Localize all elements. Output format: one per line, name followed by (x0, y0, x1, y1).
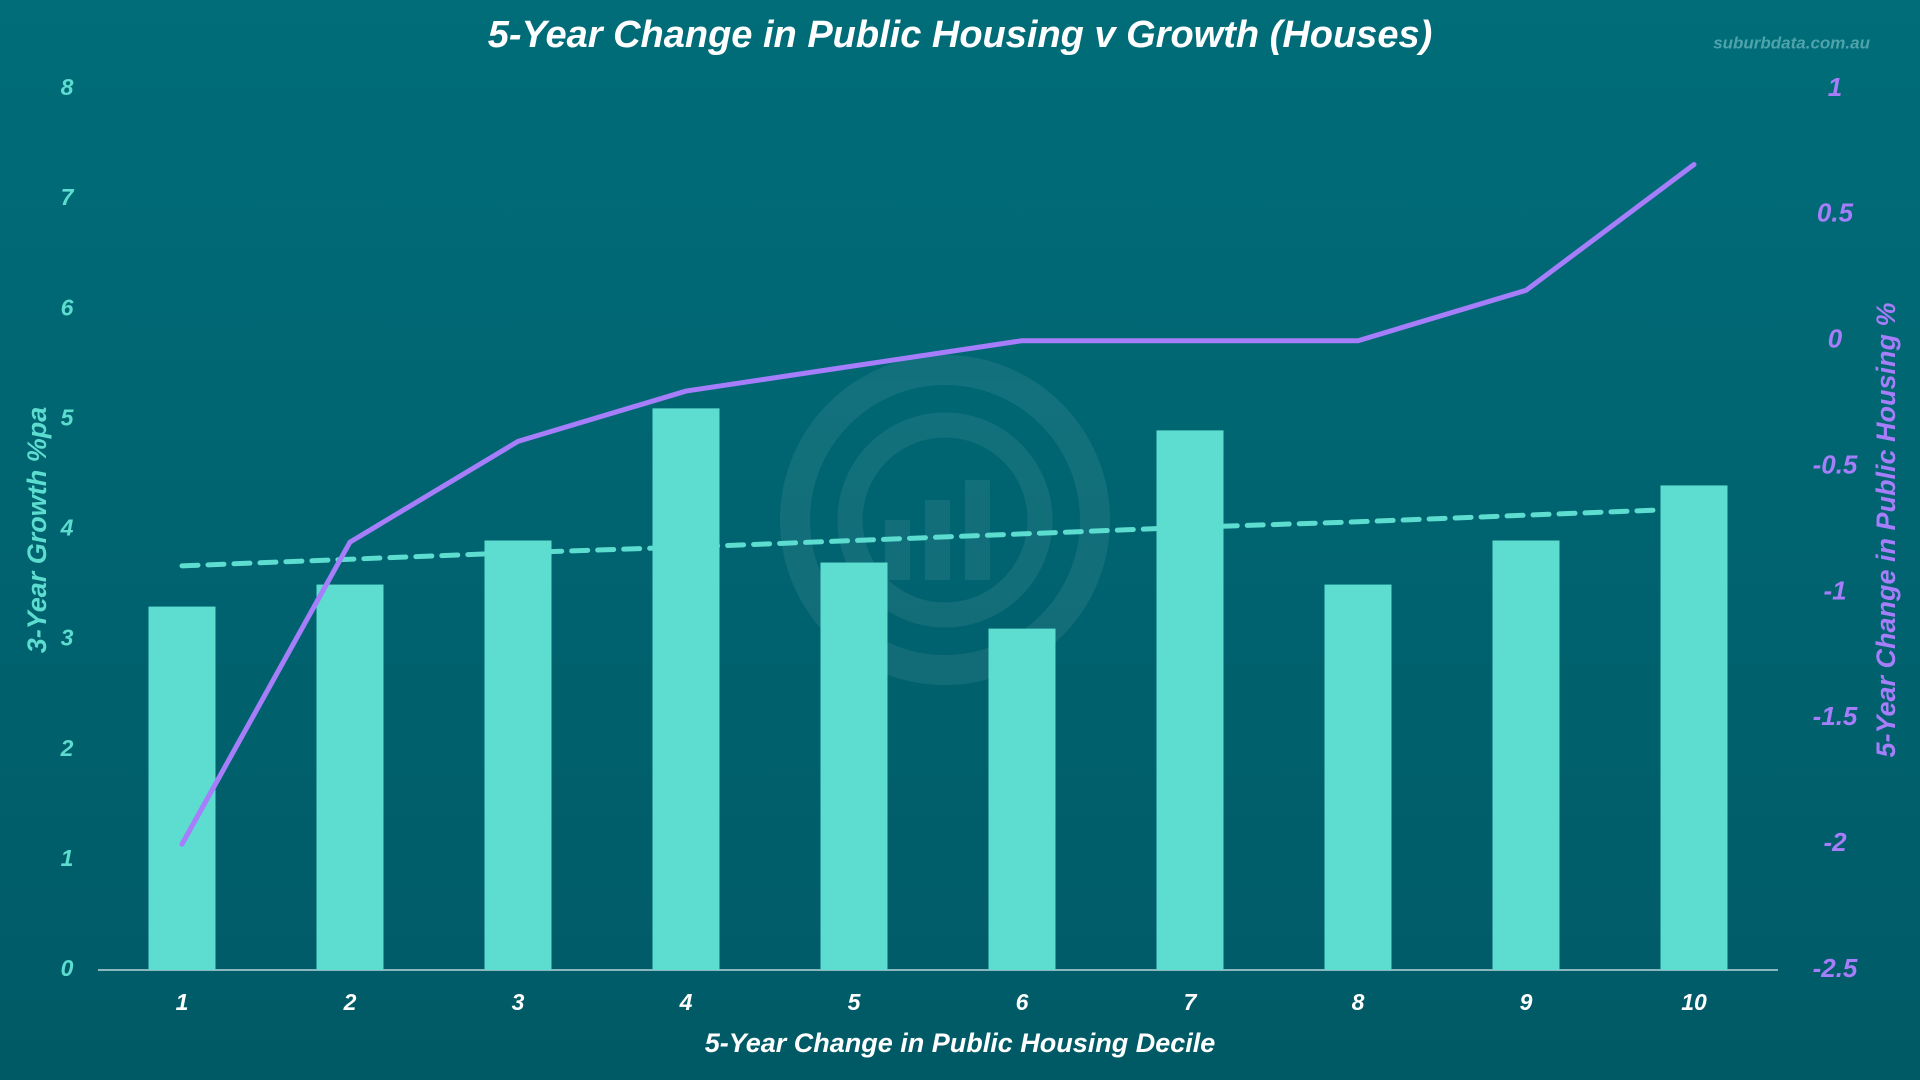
x-tick-label: 9 (1520, 989, 1533, 1015)
bar (148, 606, 216, 970)
bar (484, 540, 552, 970)
chart-title: 5-Year Change in Public Housing v Growth… (488, 14, 1433, 56)
y2-axis-title: 5-Year Change in Public Housing % (1871, 302, 1901, 757)
trendline (179, 506, 1697, 569)
y-tick-label: 8 (61, 74, 74, 100)
bar (316, 584, 384, 970)
x-tick-label: 2 (343, 989, 357, 1015)
y2-tick-label: -1 (1823, 575, 1846, 605)
y-tick-label: 3 (61, 625, 74, 651)
y2-tick-label: 1 (1828, 72, 1842, 102)
x-tick-label: 7 (1184, 989, 1198, 1015)
watermark: suburbdata.com.au (1713, 33, 1870, 52)
x-tick-label: 6 (1016, 989, 1029, 1015)
x-tick-label: 1 (176, 989, 189, 1015)
y-tick-label: 2 (60, 735, 74, 761)
y2-tick-label: -1.5 (1813, 701, 1858, 731)
bar (1492, 540, 1560, 970)
bar (1324, 584, 1392, 970)
y2-tick-label: 0.5 (1817, 198, 1854, 228)
x-tick-label: 10 (1681, 989, 1707, 1015)
y-tick-label: 7 (61, 184, 75, 210)
bar (1156, 430, 1224, 970)
y-tick-label: 1 (61, 845, 74, 871)
y2-tick-label: 0 (1828, 324, 1843, 354)
bar (652, 408, 720, 970)
bar (820, 562, 888, 970)
y-tick-label: 0 (61, 955, 74, 981)
x-tick-label: 5 (848, 989, 862, 1015)
y-tick-label: 6 (61, 294, 74, 320)
y-axis-title: 3-Year Growth %pa (22, 407, 52, 654)
x-tick-label: 8 (1352, 989, 1365, 1015)
logo-watermark (780, 355, 1110, 685)
y2-tick-label: -0.5 (1813, 449, 1858, 479)
y2-tick-label: -2.5 (1813, 953, 1858, 983)
y-tick-label: 4 (60, 515, 74, 541)
bar (1660, 485, 1728, 970)
x-tick-label: 3 (512, 989, 525, 1015)
y2-tick-label: -2 (1823, 827, 1847, 857)
y-tick-label: 5 (61, 404, 75, 430)
bar (988, 628, 1056, 970)
x-axis-title: 5-Year Change in Public Housing Decile (705, 1028, 1216, 1058)
line (179, 162, 1697, 847)
x-tick-label: 4 (679, 989, 693, 1015)
